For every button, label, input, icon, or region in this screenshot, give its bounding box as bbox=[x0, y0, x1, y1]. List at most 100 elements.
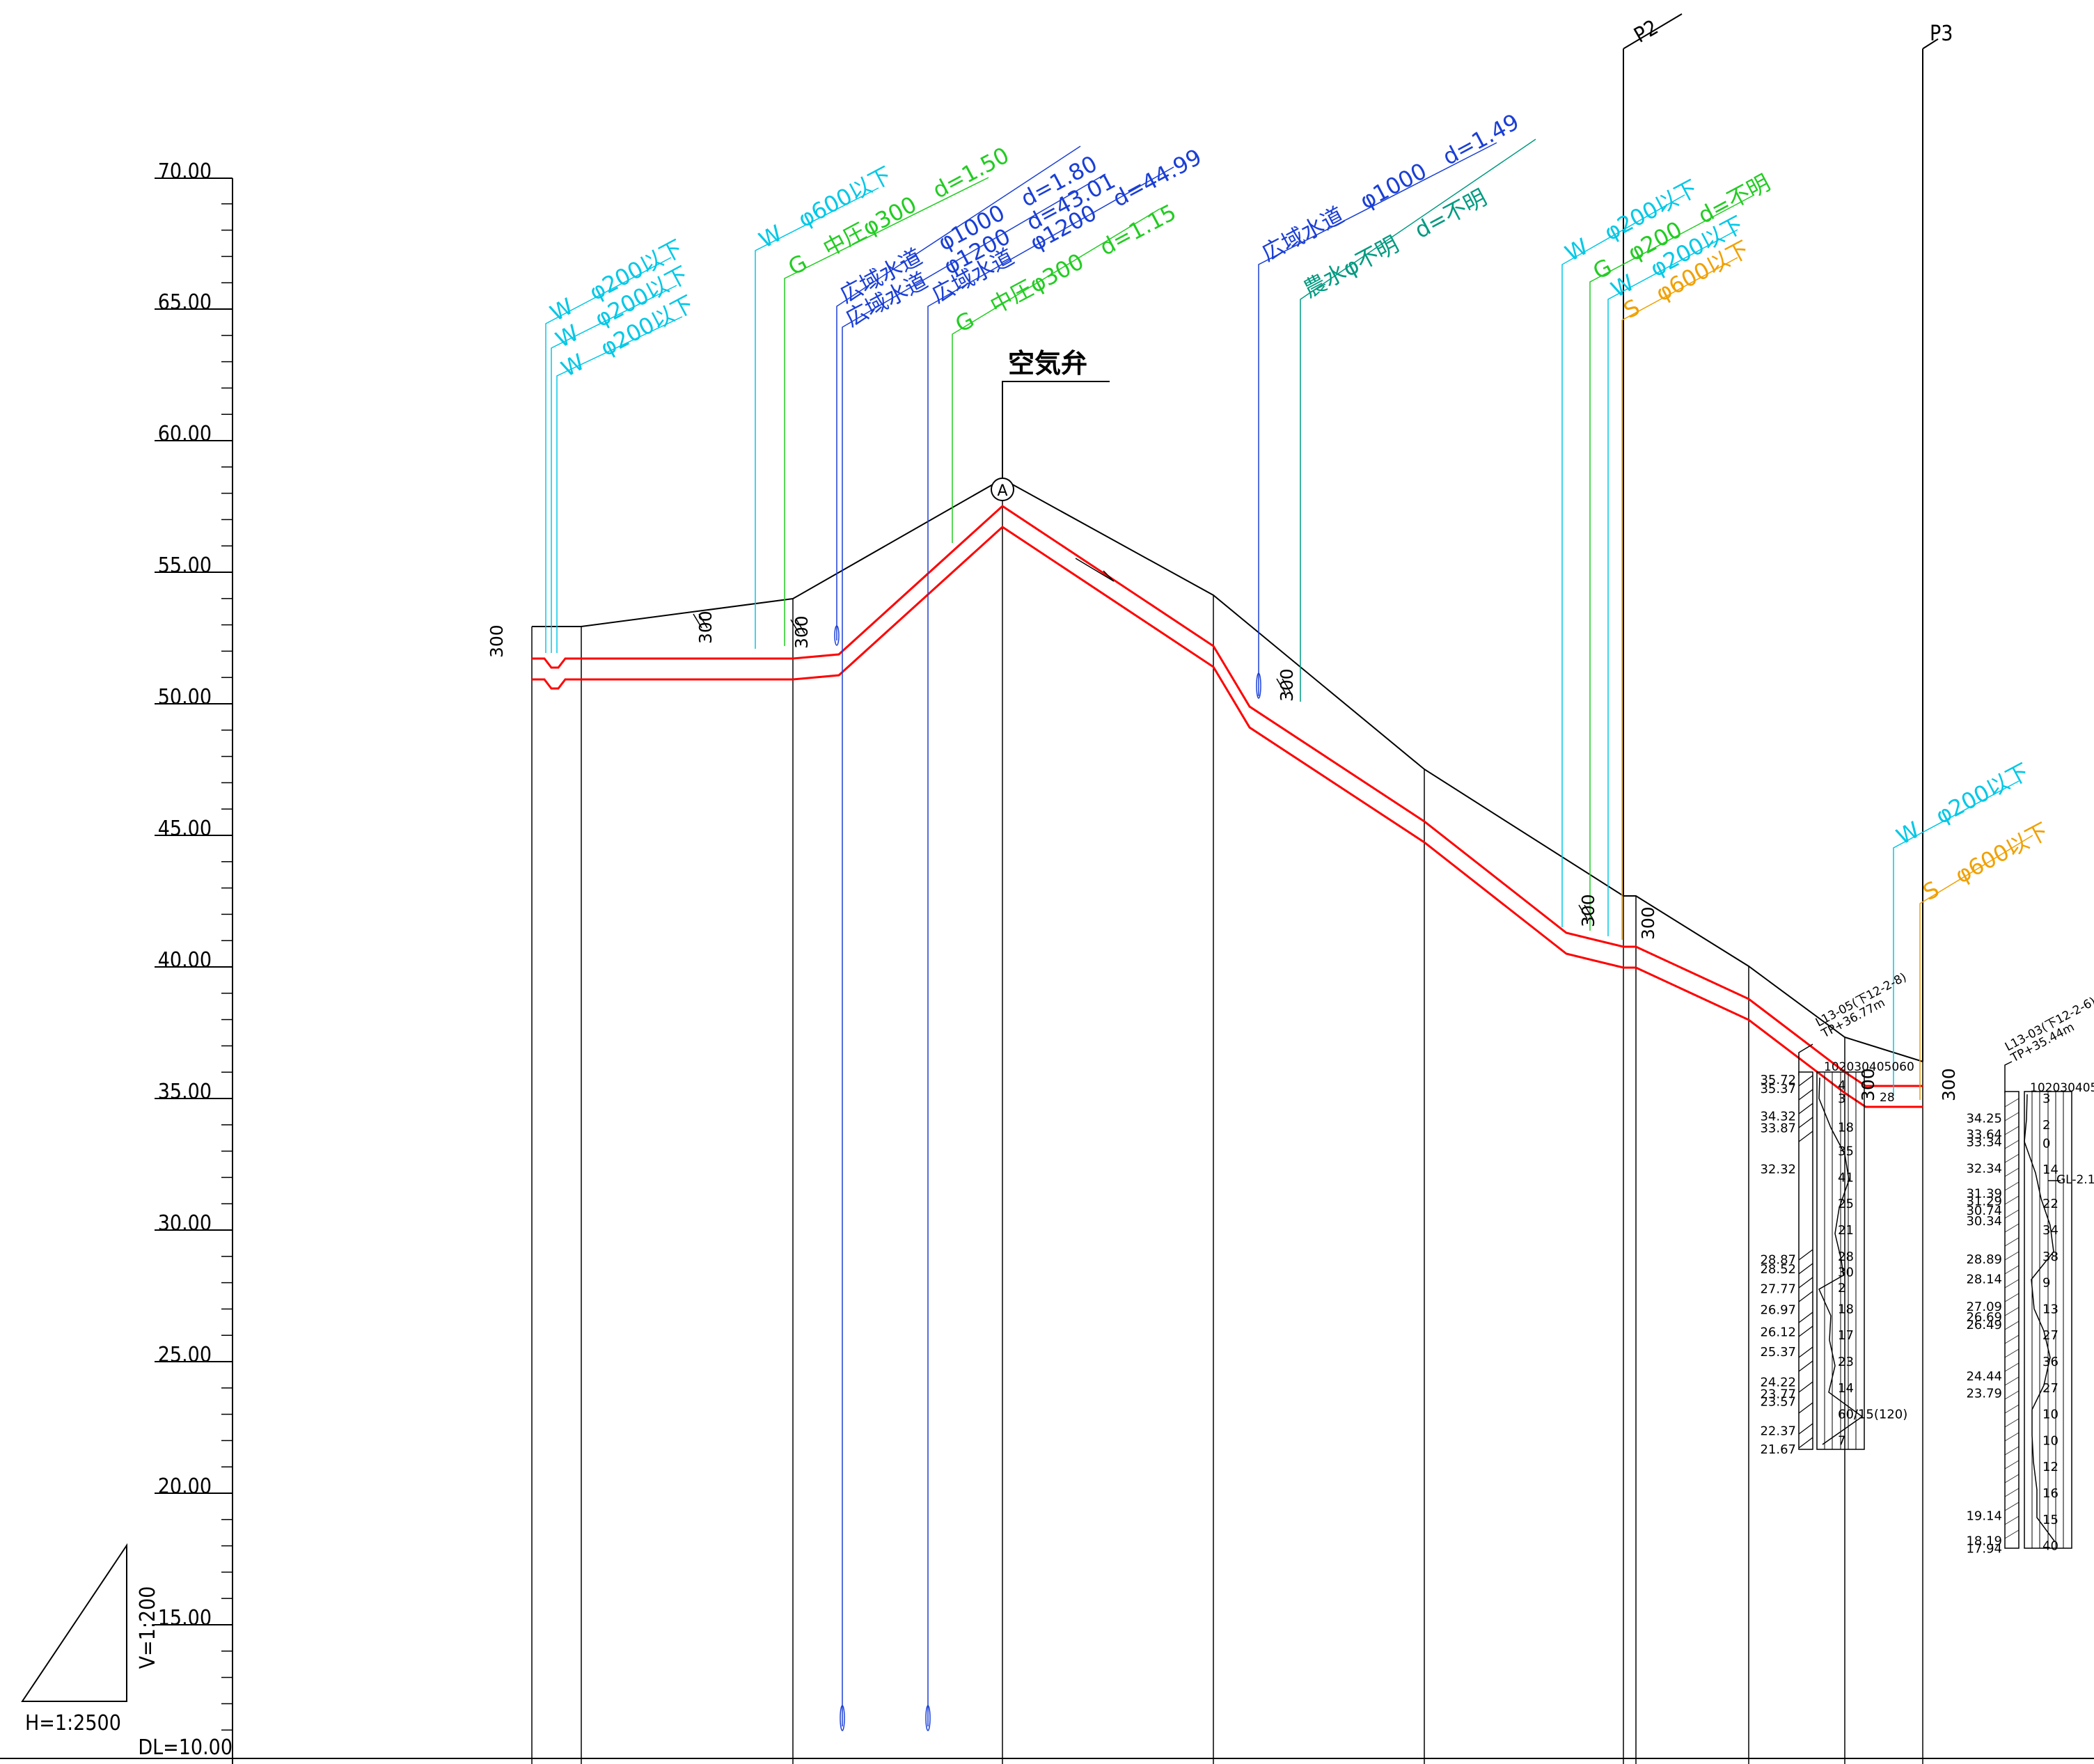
borehole-n-value: 7 bbox=[1838, 1433, 1845, 1448]
borehole-depth-label: 21.67 bbox=[1760, 1442, 1796, 1457]
vertical-scale-label: V=1:200 bbox=[136, 1586, 160, 1669]
station-p2: P2 bbox=[1623, 13, 1683, 896]
borehole-depth-label: 23.57 bbox=[1760, 1394, 1796, 1409]
borehole-depth-label: 30.34 bbox=[1966, 1214, 2002, 1229]
borehole-depth-label: 34.32 bbox=[1760, 1110, 1796, 1124]
utility-labels: W φ200以下 W φ200以下 W φ200以下 W φ600以下 G 中圧… bbox=[546, 109, 2053, 906]
borehole-n-value: 30 bbox=[1838, 1265, 1854, 1279]
borehole-1-n-curve bbox=[1818, 1077, 1864, 1445]
borehole-2-n-values: 3 2 0 14 22 34 38 9 13 27 36 27 10 10 12 16 15 40 bbox=[2042, 1092, 2058, 1554]
station-p3-label: P3 bbox=[1930, 22, 1953, 46]
borehole-depth-label: 35.72 bbox=[1760, 1073, 1796, 1087]
borehole-depth-label: 19.14 bbox=[1966, 1509, 2002, 1524]
borehole-1-log-column bbox=[1798, 1071, 1813, 1450]
borehole-n-value: 18 bbox=[1838, 1302, 1854, 1316]
borehole-depth-label: 24.22 bbox=[1760, 1375, 1796, 1389]
borehole-depth-label: 24.44 bbox=[1966, 1369, 2002, 1384]
cover-dim-8: 300 bbox=[1939, 1068, 1959, 1101]
borehole-depth-label: 18.19 bbox=[1966, 1534, 2002, 1548]
borehole-n-value: 15 bbox=[2042, 1513, 2058, 1527]
cover-dimensions: 300 300 300 300 300 300 300 300 bbox=[487, 611, 1959, 1101]
borehole-depth-label: 23.79 bbox=[1966, 1387, 2002, 1401]
borehole-n-value: 27 bbox=[2042, 1381, 2058, 1396]
elev-label-40: 40.00 bbox=[158, 948, 212, 972]
borehole-depth-label: 32.32 bbox=[1760, 1162, 1796, 1176]
borehole-depth-label: 27.77 bbox=[1760, 1282, 1796, 1296]
elev-label-20: 20.00 bbox=[158, 1474, 212, 1499]
borehole-n-value: 2 bbox=[1838, 1281, 1845, 1296]
elev-label-70: 70.00 bbox=[158, 159, 212, 184]
borehole-n-value: 35 bbox=[1838, 1144, 1854, 1159]
borehole-depth-label: 34.25 bbox=[1966, 1111, 2002, 1126]
borehole-2-n-curve bbox=[2024, 1094, 2056, 1543]
borehole-n-value: 41 bbox=[1838, 1170, 1854, 1185]
borehole-n-value: 18 bbox=[1838, 1121, 1854, 1135]
elev-label-25: 25.00 bbox=[158, 1343, 212, 1367]
borehole-n-value: 23 bbox=[1838, 1355, 1854, 1369]
cover-dim-1: 300 bbox=[487, 624, 507, 658]
datum-label: DL=10.00 bbox=[138, 1735, 233, 1760]
ground-line bbox=[532, 478, 1923, 1062]
borehole-1-hatch bbox=[1798, 1075, 1813, 1449]
borehole-n-value: 36 bbox=[2042, 1355, 2058, 1369]
borehole-n-value: 3 bbox=[1838, 1092, 1845, 1106]
borehole-depth-label: 28.52 bbox=[1760, 1262, 1796, 1277]
elevation-axis: 70.00 65.00 60.00 55.00 50.00 45.00 40.0… bbox=[138, 159, 233, 1764]
util-g4-line-2: 農水φ不明 d=不明 bbox=[1299, 184, 1491, 303]
air-valve: A 空気弁 bbox=[991, 348, 1110, 501]
axis-minor-ticks bbox=[221, 203, 233, 1731]
station-p3: P3 bbox=[1922, 22, 1953, 1062]
borehole-depth-label: 26.97 bbox=[1760, 1303, 1796, 1318]
elev-label-15: 15.00 bbox=[158, 1606, 212, 1630]
borehole-depth-label: 28.87 bbox=[1760, 1253, 1796, 1268]
borehole-n-value: 16 bbox=[2042, 1486, 2058, 1501]
borehole-n-value: 25 bbox=[1838, 1197, 1854, 1211]
horizontal-scale-label: H=1:2500 bbox=[25, 1711, 121, 1735]
scale-triangle: V=1:200 H=1:2500 bbox=[21, 1543, 160, 1735]
pipe-bottom-line bbox=[532, 526, 1923, 1108]
elev-label-45: 45.00 bbox=[158, 817, 212, 841]
section-lines bbox=[531, 480, 1923, 1764]
borehole-depth-label: 22.37 bbox=[1760, 1424, 1796, 1438]
borehole-n-value: 40 bbox=[2042, 1539, 2058, 1554]
borehole-depth-label: 32.34 bbox=[1966, 1162, 2002, 1176]
borehole-depth-label: 25.37 bbox=[1760, 1345, 1796, 1360]
borehole-n-value: 38 bbox=[2042, 1250, 2058, 1264]
cover-dim-6: 300 bbox=[1638, 906, 1658, 940]
station-p2-label: P2 bbox=[1630, 15, 1662, 48]
cover-dim-4: 300 bbox=[1277, 668, 1297, 702]
borehole-n-value: 17 bbox=[1838, 1328, 1854, 1343]
borehole-n-value: 14 bbox=[1838, 1381, 1854, 1396]
borehole-depth-label: 26.12 bbox=[1760, 1325, 1796, 1340]
borehole-n-value: 34 bbox=[2042, 1223, 2058, 1238]
borehole-2-side-value: GL-2.1 bbox=[2056, 1173, 2094, 1187]
borehole-depth-label: 27.09 bbox=[1966, 1300, 2002, 1314]
borehole-n-value: 21 bbox=[1838, 1223, 1854, 1238]
borehole-depth-label: 26.69 bbox=[1966, 1310, 2002, 1325]
borehole-depth-label: 31.29 bbox=[1966, 1194, 2002, 1208]
borehole-n-value: 10 bbox=[2042, 1408, 2058, 1422]
borehole-depth-label: 30.74 bbox=[1966, 1204, 2002, 1218]
air-valve-label: 空気弁 bbox=[1008, 348, 1087, 379]
borehole-n-value: 27 bbox=[2042, 1328, 2058, 1343]
cover-dim-7: 300 bbox=[1858, 1068, 1878, 1101]
borehole-n-value: 12 bbox=[2042, 1460, 2058, 1474]
borehole-n-value: 60/15(120) bbox=[1838, 1408, 1907, 1422]
elev-label-50: 50.00 bbox=[158, 685, 212, 709]
borehole-n-value: 3 bbox=[2042, 1092, 2050, 1106]
air-valve-symbol-letter: A bbox=[997, 482, 1007, 500]
borehole-depth-label: 33.34 bbox=[1966, 1135, 2002, 1150]
borehole-n-value: 22 bbox=[2042, 1197, 2058, 1211]
elev-label-55: 55.00 bbox=[158, 553, 212, 578]
borehole-depth-label: 23.77 bbox=[1760, 1387, 1796, 1401]
borehole-n-value: 13 bbox=[2042, 1302, 2058, 1316]
elev-label-65: 65.00 bbox=[158, 290, 212, 315]
borehole-l13-03: L13-03(下12-2-6) TP+35.44m 102030405060 bbox=[1966, 995, 2094, 1557]
borehole-n-value: 28 bbox=[1838, 1250, 1854, 1264]
elev-label-60: 60.00 bbox=[158, 422, 212, 446]
utility-markers bbox=[834, 625, 1261, 1731]
pipe-top-line bbox=[532, 505, 1923, 1087]
